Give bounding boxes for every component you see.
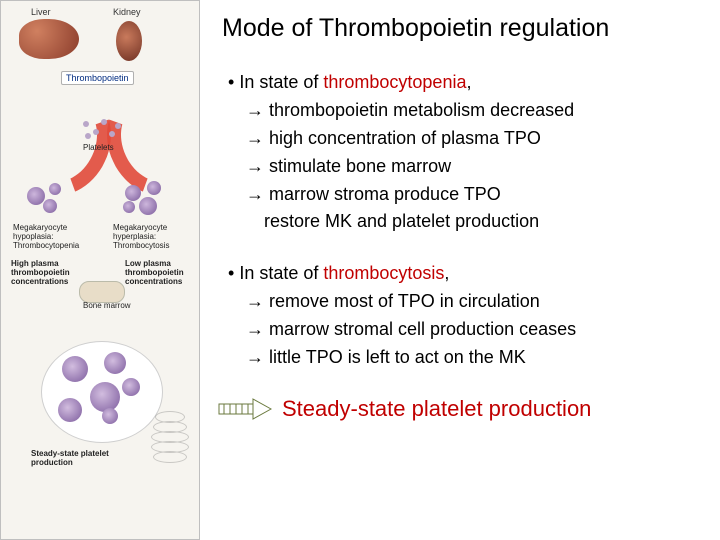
lead-line-2: In state of thrombocytosis, (228, 260, 702, 288)
bullet-thrombocytosis: In state of thrombocytosis, remove most … (228, 260, 702, 372)
steady-state-cluster-icon (41, 341, 163, 443)
bullet-list: In state of thrombocytopenia, thrombopoi… (228, 69, 702, 372)
skeleton-icon (149, 411, 189, 491)
b1-line-3: marrow stroma produce TPO (228, 181, 702, 209)
bone-marrow-label: Bone marrow (83, 301, 131, 310)
conclusion-row: Steady-state platelet production (218, 396, 702, 422)
slide: Liver Kidney Thrombopoietin Platelets Me… (0, 0, 720, 540)
b2-line-0: remove most of TPO in circulation (228, 288, 702, 316)
b2-line-2: little TPO is left to act on the MK (228, 344, 702, 372)
mk-left-caption: Megakaryocyte hypoplasia: Thrombocytopen… (13, 223, 91, 251)
plasma-left-caption: High plasma thrombopoietin concentration… (11, 259, 81, 287)
mk-right-caption: Megakaryocyte hyperplasia: Thrombocytosi… (113, 223, 195, 251)
b1-line-1: high concentration of plasma TPO (228, 125, 702, 153)
diagram-panel: Liver Kidney Thrombopoietin Platelets Me… (0, 0, 200, 540)
page-title: Mode of Thrombopoietin regulation (222, 14, 702, 43)
liver-label: Liver (31, 7, 51, 17)
thrombopoietin-label: Thrombopoietin (61, 71, 134, 85)
mk-cluster-right-icon (121, 181, 171, 221)
conclusion-arrow-icon (218, 398, 272, 420)
mk-cluster-left-icon (21, 181, 71, 221)
platelets-icon (79, 119, 123, 141)
kidney-icon (116, 21, 142, 61)
b2-line-1: marrow stromal cell production ceases (228, 316, 702, 344)
bullet-thrombocytopenia: In state of thrombocytopenia, thrombopoi… (228, 69, 702, 236)
lead2-suffix: , (444, 263, 449, 283)
liver-icon (19, 19, 79, 59)
lead1-suffix: , (466, 72, 471, 92)
bone-marrow-icon (79, 281, 125, 303)
platelets-label: Platelets (83, 143, 114, 152)
b1-line-2: stimulate bone marrow (228, 153, 702, 181)
lead-line-1: In state of thrombocytopenia, (228, 69, 702, 97)
keyword-thrombocytosis: thrombocytosis (323, 263, 444, 283)
kidney-label: Kidney (113, 7, 141, 17)
keyword-thrombocytopenia: thrombocytopenia (323, 72, 466, 92)
lead2-prefix: In state of (239, 263, 323, 283)
lead1-prefix: In state of (239, 72, 323, 92)
steady-caption: Steady-state platelet production (31, 449, 121, 467)
content-panel: Mode of Thrombopoietin regulation In sta… (200, 0, 720, 540)
plasma-right-caption: Low plasma thrombopoietin concentrations (125, 259, 195, 287)
conclusion-text: Steady-state platelet production (282, 396, 591, 422)
b1-tail: restore MK and platelet production (228, 208, 702, 236)
b1-line-0: thrombopoietin metabolism decreased (228, 97, 702, 125)
